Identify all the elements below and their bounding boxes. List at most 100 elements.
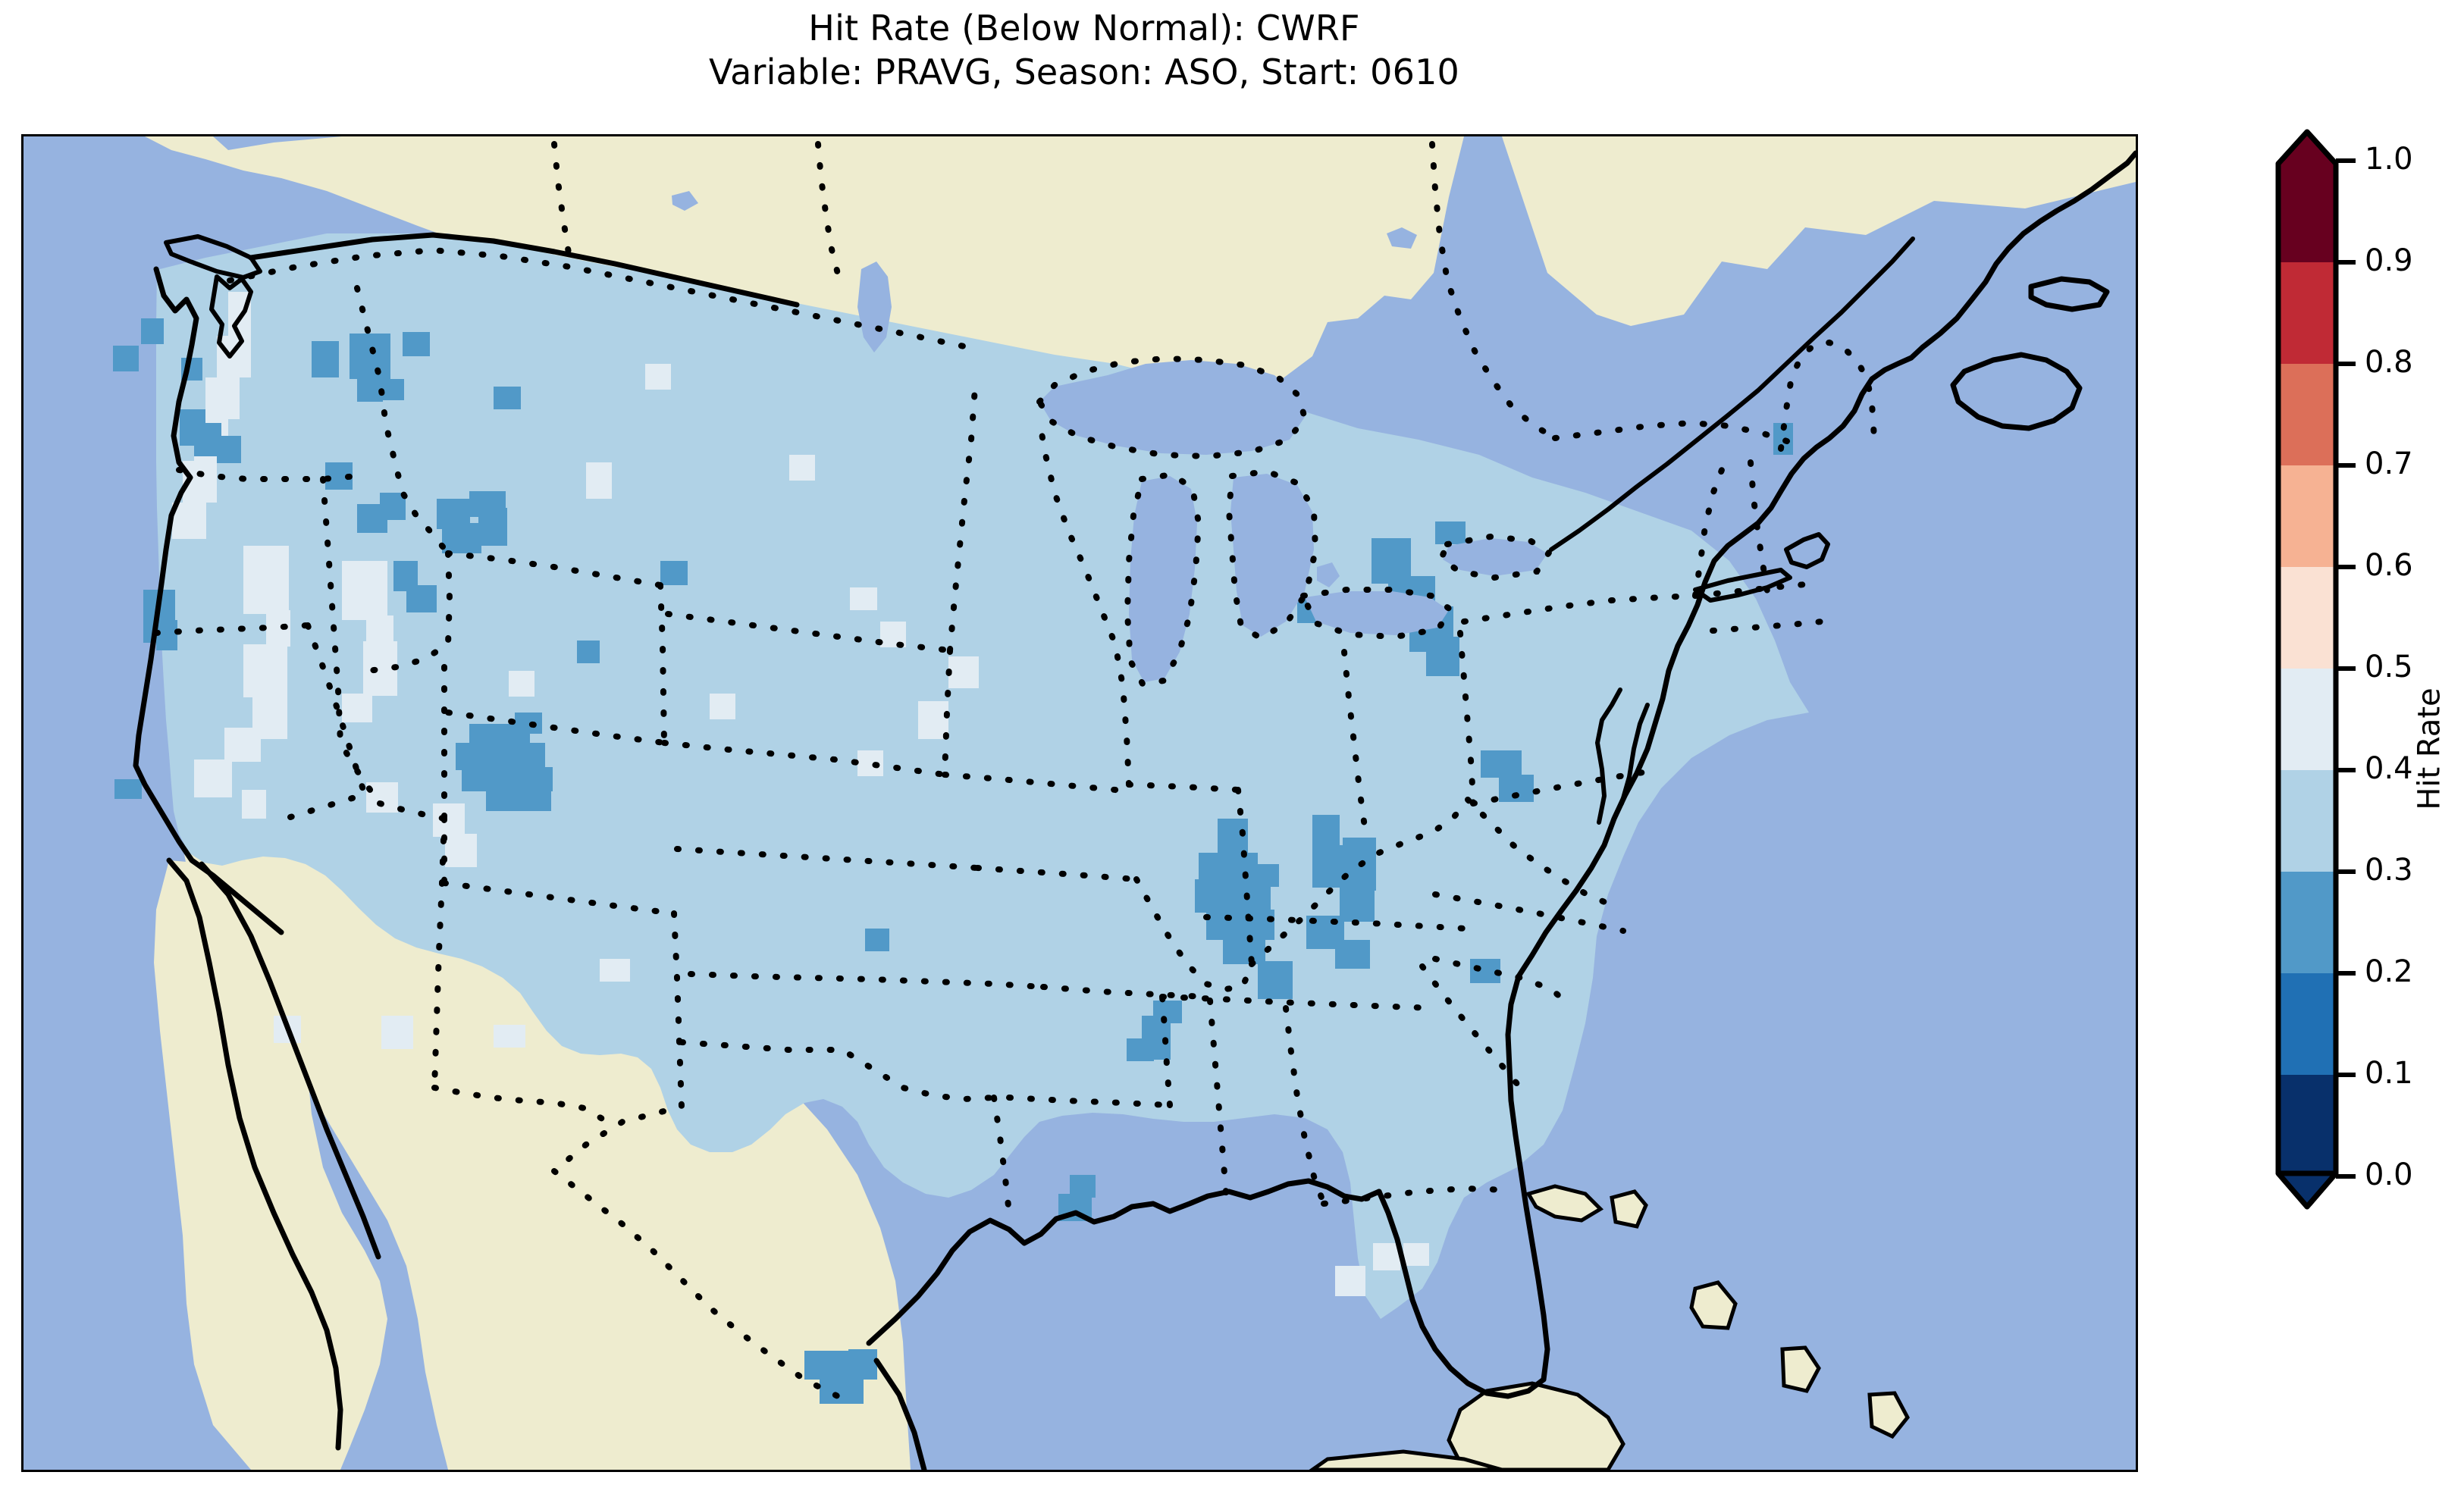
cb-label-0.8: 0.8	[2365, 345, 2413, 380]
colorbar: 1.0 0.9 0.8 0.7 0.6 0.5 0.4 0.3 0.2 0.1 …	[2271, 127, 2460, 1370]
colorbar-extend-bottom	[2275, 1170, 2339, 1210]
cb-band-0.0-0.1	[2278, 1075, 2336, 1176]
figure-title: Hit Rate (Below Normal): CWRF Variable: …	[0, 6, 2168, 95]
south-landmass	[1309, 1449, 1503, 1470]
lake-winnipeg	[857, 262, 892, 352]
cb-label-0.9: 0.9	[2365, 243, 2413, 278]
cb-label-0.6: 0.6	[2365, 548, 2413, 583]
colorbar-title-text: Hit Rate	[2412, 687, 2447, 810]
border-ny-vt-ma	[1692, 467, 1725, 599]
baja-coastline	[166, 857, 343, 1451]
puget-sound	[209, 274, 253, 359]
lake-huron	[1230, 474, 1314, 637]
lake-st-clair	[1317, 562, 1340, 587]
colorbar-extend-top	[2275, 129, 2339, 167]
coastlines	[133, 150, 2136, 1470]
lake-ontario	[1443, 538, 1547, 576]
border-vt-nh	[1748, 459, 1770, 594]
border-mt-wy	[445, 550, 663, 588]
colorbar-bands	[2275, 129, 2339, 1210]
border-wy-co	[445, 709, 667, 746]
border-wi-il	[1126, 781, 1241, 793]
border-al-ga	[1283, 1005, 1327, 1207]
atlantic-coastline	[1516, 344, 1926, 979]
cape-cod	[1784, 532, 1830, 569]
state-borders	[153, 141, 1878, 1402]
florida-coastline	[1376, 1189, 1547, 1399]
cb-band-0.7-0.8	[2278, 364, 2336, 465]
cb-label-0.1: 0.1	[2365, 1056, 2413, 1091]
map-axes	[21, 134, 2138, 1472]
cb-label-0.7: 0.7	[2365, 446, 2413, 481]
border-il-mo	[1133, 876, 1255, 993]
border-nh-me	[1778, 339, 1878, 452]
bahamas-island-3	[1689, 1280, 1738, 1330]
cb-label-0.2: 0.2	[2365, 954, 2413, 989]
cb-band-0.9-1.0	[2278, 161, 2336, 262]
border-tn-ms-al-ga	[1159, 994, 1438, 1011]
cuba-landmass	[1447, 1381, 1625, 1470]
cb-band-0.1-0.2	[2278, 973, 2336, 1075]
newfoundland-pei	[2028, 276, 2110, 312]
border-49th-parallel	[227, 246, 978, 352]
border-wy-east	[657, 582, 667, 746]
colorbar-svg: 1.0 0.9 0.8 0.7 0.6 0.5 0.4 0.3 0.2 0.1 …	[2275, 129, 2413, 1210]
border-nd-mn	[947, 385, 978, 653]
border-ca-nv	[287, 622, 369, 820]
long-island	[1693, 568, 1792, 603]
lake-michigan	[1129, 476, 1197, 682]
cb-band-0.5-0.6	[2278, 567, 2336, 669]
chesapeake-bay	[1595, 687, 1622, 825]
colorbar-tick-labels: 1.0 0.9 0.8 0.7 0.6 0.5 0.4 0.3 0.2 0.1 …	[2365, 142, 2413, 1192]
small-lake-2	[1387, 227, 1417, 249]
hit-rate-grid	[113, 233, 1809, 1404]
pacific-coastline	[133, 266, 284, 935]
title-line-2: Variable: PRAVG, Season: ASO, Start: 061…	[708, 52, 1460, 93]
bahamas-islands	[1525, 1184, 1604, 1223]
great-lakes	[672, 191, 1547, 682]
lake-erie-outline	[1299, 587, 1455, 641]
lake-superior-outline	[1036, 355, 1309, 460]
mexico-mainland	[183, 840, 911, 1470]
canada-us-border-west	[248, 232, 800, 308]
border-mo-ar	[1040, 984, 1209, 1000]
mexico-landmass	[154, 860, 387, 1470]
border-pa-ny	[1461, 593, 1698, 625]
canada-atlantic-coast	[1920, 150, 2136, 350]
cb-band-0.8-0.9	[2278, 262, 2336, 364]
cb-label-0.3: 0.3	[2365, 853, 2413, 888]
bahamas-island-2	[1610, 1189, 1648, 1229]
nova-scotia	[1950, 352, 2083, 431]
border-id-wy	[365, 550, 453, 674]
cb-band-0.4-0.5	[2278, 669, 2336, 770]
border-canada-provinces-4	[815, 141, 842, 280]
border-ok-ks	[688, 971, 1046, 990]
cb-label-1.0: 1.0	[2365, 142, 2413, 177]
border-tx-mexico	[551, 1168, 845, 1402]
us-gulf-coast	[866, 1178, 1382, 1346]
border-nv-ut	[320, 476, 383, 807]
border-nm-az	[431, 816, 447, 1091]
small-lake-1	[672, 191, 698, 211]
conus-data-base	[156, 233, 1809, 1319]
colorbar-ticks	[2336, 158, 2356, 1179]
foreign-landmasses	[145, 136, 2136, 1470]
border-canada-provinces-2	[1552, 419, 1797, 446]
border-nc-sc	[1432, 956, 1575, 1010]
bahamas-island-4	[1780, 1345, 1821, 1393]
border-tn-ky	[1203, 914, 1469, 932]
lake-erie	[1305, 591, 1449, 635]
border-sc-ga	[1419, 963, 1531, 1101]
lake-michigan-outline	[1124, 471, 1202, 687]
border-oh-pa	[1457, 630, 1476, 807]
border-ma-ct-ri	[1692, 581, 1816, 599]
border-in-oh	[1341, 649, 1368, 835]
canada-landmass	[145, 136, 2136, 481]
map-plot	[24, 136, 2136, 1470]
cb-band-0.2-0.3	[2278, 872, 2336, 973]
border-or-ca	[153, 622, 311, 636]
border-wa-or	[176, 467, 360, 482]
colorbar-title: Hit Rate	[2400, 127, 2460, 1370]
border-ia-mo	[974, 865, 1140, 882]
